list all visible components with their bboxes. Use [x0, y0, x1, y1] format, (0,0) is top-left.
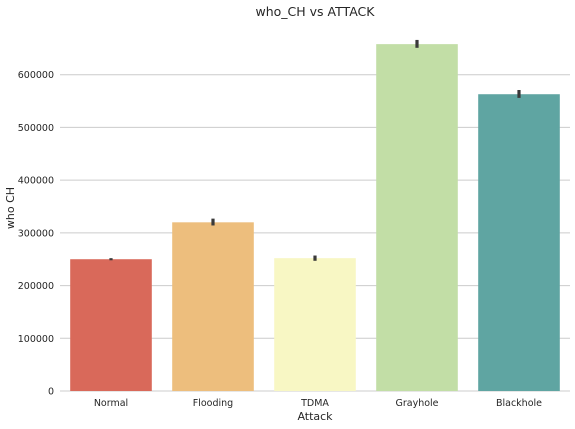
x-tick-label: Blackhole — [496, 398, 542, 409]
y-tick-label: 300000 — [18, 228, 54, 239]
y-tick-label: 400000 — [18, 176, 54, 187]
y-tick-label: 0 — [48, 387, 54, 398]
bar-normal — [70, 259, 152, 391]
x-tick-labels: Normal Flooding TDMA Grayhole Blackhole — [94, 398, 542, 409]
x-axis-label: Attack — [297, 410, 333, 423]
x-tick-label: Normal — [94, 398, 128, 409]
y-tick-label: 100000 — [18, 334, 54, 345]
chart-title: who_CH vs ATTACK — [256, 4, 376, 19]
x-tick-label: Grayhole — [395, 398, 438, 409]
bar-flooding — [172, 222, 254, 391]
bar-tdma — [274, 258, 356, 391]
bars — [70, 44, 560, 392]
y-tick-label: 200000 — [18, 281, 54, 292]
y-tick-label: 500000 — [18, 123, 54, 134]
error-bars — [109, 39, 521, 261]
bar-grayhole — [376, 44, 458, 391]
x-tick-label: Flooding — [193, 398, 233, 409]
bar-blackhole — [478, 94, 560, 392]
y-axis-label: who CH — [4, 187, 17, 229]
y-tick-label: 600000 — [18, 70, 54, 81]
y-tick-labels: 0 100000 200000 300000 400000 500000 600000 — [18, 70, 54, 397]
x-tick-label: TDMA — [300, 398, 329, 409]
